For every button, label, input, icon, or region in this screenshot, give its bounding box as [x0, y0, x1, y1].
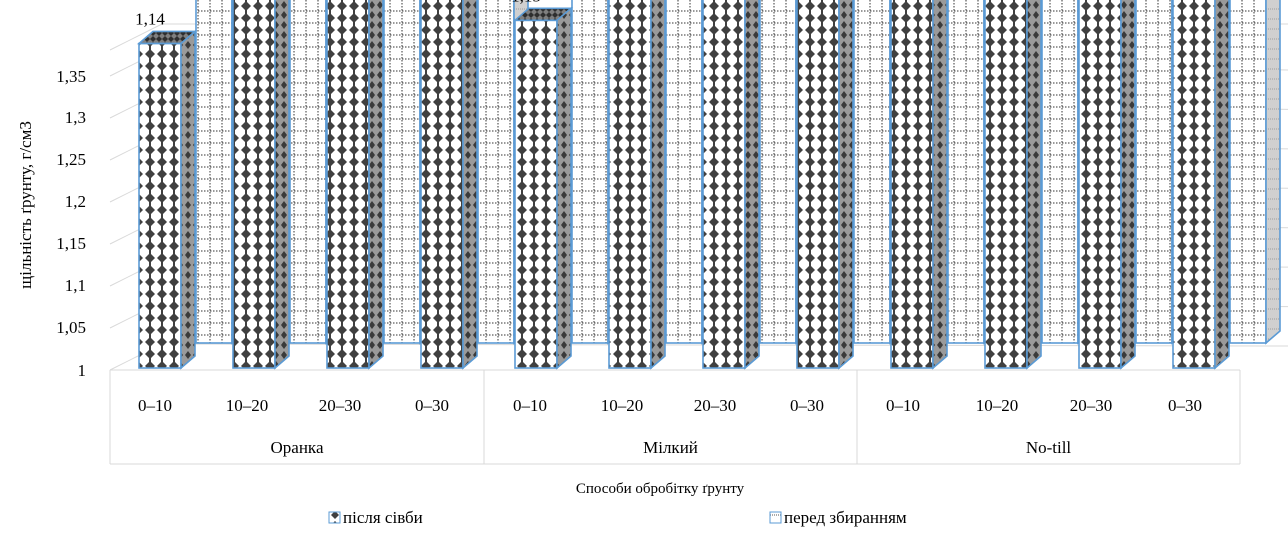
bar-after-sowing-face	[1172, 0, 1216, 369]
bar-before-harvest-face	[571, 0, 609, 344]
bar-after-sowing-face	[514, 19, 558, 369]
x-tick-label: 0–10	[513, 396, 547, 415]
bar-before-harvest-side	[1265, 0, 1281, 345]
y-tick-label: 1,15	[56, 234, 86, 253]
legend: після сівби перед збиранням	[328, 508, 907, 527]
x-axis-label: Способи обробітку ґрунту	[576, 481, 745, 497]
bar-after-sowing-side	[932, 0, 948, 370]
y-tick-label: 1,25	[56, 150, 86, 169]
x-tick-label: 0–30	[790, 396, 824, 415]
y-axis-label: щільність ґрунту, г/см3	[16, 121, 35, 289]
bar-after-sowing	[420, 0, 478, 370]
bar-after-sowing	[608, 0, 666, 370]
bar-after-sowing	[890, 0, 948, 370]
bar-after-sowing-face	[608, 0, 652, 369]
bar-after-sowing-face	[796, 0, 840, 369]
bar-after-sowing-face	[138, 42, 182, 369]
data-label-after-sowing: 1,15	[511, 0, 541, 5]
bar-after-sowing	[1078, 0, 1136, 370]
bar-after-sowing	[796, 0, 854, 370]
x-tick-label: 0–30	[415, 396, 449, 415]
x-axis: 0–10 10–20 20–30 0–30 0–10 10–20 20–30 0–30 0–10…	[109, 369, 1241, 465]
bar-after-sowing	[136, 29, 198, 370]
legend-swatch-after-sowing	[328, 511, 341, 524]
bar-after-sowing	[984, 0, 1042, 370]
bar-before-harvest-face	[1229, 0, 1267, 344]
y-tick-label: 1	[78, 361, 87, 380]
x-group-label: No-till	[1026, 438, 1072, 457]
bar-before-harvest-face	[1041, 0, 1079, 344]
y-tick-label: 1,3	[65, 108, 86, 127]
bar-before-harvest-face	[477, 0, 515, 344]
x-tick-label: 20–30	[1070, 396, 1113, 415]
bar-after-sowing	[232, 0, 290, 370]
gridline-side	[109, 23, 163, 51]
bar-before-harvest-face	[759, 0, 797, 344]
bar-after-sowing-side	[838, 0, 854, 370]
y-axis-ticks: 1 1,05 1,1 1,15 1,2 1,25 1,3 1,35	[56, 67, 86, 380]
bar-after-sowing-side	[556, 6, 572, 370]
data-label-after-sowing: 1,14	[135, 9, 165, 28]
legend-label-after-sowing: після сівби	[343, 508, 423, 527]
bars: 1,291,311,331,311,291,321,351,321,281,33…	[135, 0, 1281, 370]
y-tick-label: 1,05	[56, 318, 86, 337]
bar-after-sowing-face	[890, 0, 934, 369]
bar-before-harvest-face	[383, 0, 421, 344]
legend-swatch-before-harvest	[769, 511, 782, 524]
bar-before-harvest-face	[1135, 0, 1173, 344]
bar-after-sowing-face	[1078, 0, 1122, 369]
x-tick-label: 10–20	[601, 396, 644, 415]
bar-after-sowing-face	[232, 0, 276, 369]
bar-after-sowing-side	[274, 0, 290, 370]
x-tick-label: 10–20	[226, 396, 269, 415]
x-tick-label: 10–20	[976, 396, 1019, 415]
bar-before-harvest-face	[853, 0, 891, 344]
x-tick-label: 20–30	[694, 396, 737, 415]
x-group-label: Оранка	[271, 438, 324, 457]
bar-before-harvest	[1229, 0, 1281, 345]
bar-before-harvest-face	[195, 0, 233, 344]
bar-after-sowing-side	[1026, 0, 1042, 370]
x-tick-label: 0–30	[1168, 396, 1202, 415]
bar-after-sowing-side	[180, 29, 196, 370]
bar-after-sowing	[326, 0, 384, 370]
bar-after-sowing-face	[702, 0, 746, 369]
bar-after-sowing-face	[420, 0, 464, 369]
bar-after-sowing-side	[368, 0, 384, 370]
bar-after-sowing	[512, 6, 574, 370]
bar-before-harvest-face	[289, 0, 327, 344]
bar-after-sowing-side	[462, 0, 478, 370]
bar-before-harvest-face	[665, 0, 703, 344]
y-tick-label: 1,2	[65, 192, 86, 211]
x-tick-label: 0–10	[886, 396, 920, 415]
bar-after-sowing-side	[650, 0, 666, 370]
x-group-label: Мілкий	[643, 438, 698, 457]
bar-after-sowing-face	[984, 0, 1028, 369]
bar-after-sowing-side	[1120, 0, 1136, 370]
bar-before-harvest-face	[947, 0, 985, 344]
bar-after-sowing	[1172, 0, 1230, 370]
y-tick-label: 1,35	[56, 67, 86, 86]
x-tick-label: 0–10	[138, 396, 172, 415]
bar-after-sowing	[702, 0, 760, 370]
x-tick-label: 20–30	[319, 396, 362, 415]
bar-after-sowing-face	[326, 0, 370, 369]
bar-after-sowing-side	[1214, 0, 1230, 370]
y-tick-label: 1,1	[65, 276, 86, 295]
legend-label-before-harvest: перед збиранням	[784, 508, 907, 527]
bar-after-sowing-side	[744, 0, 760, 370]
